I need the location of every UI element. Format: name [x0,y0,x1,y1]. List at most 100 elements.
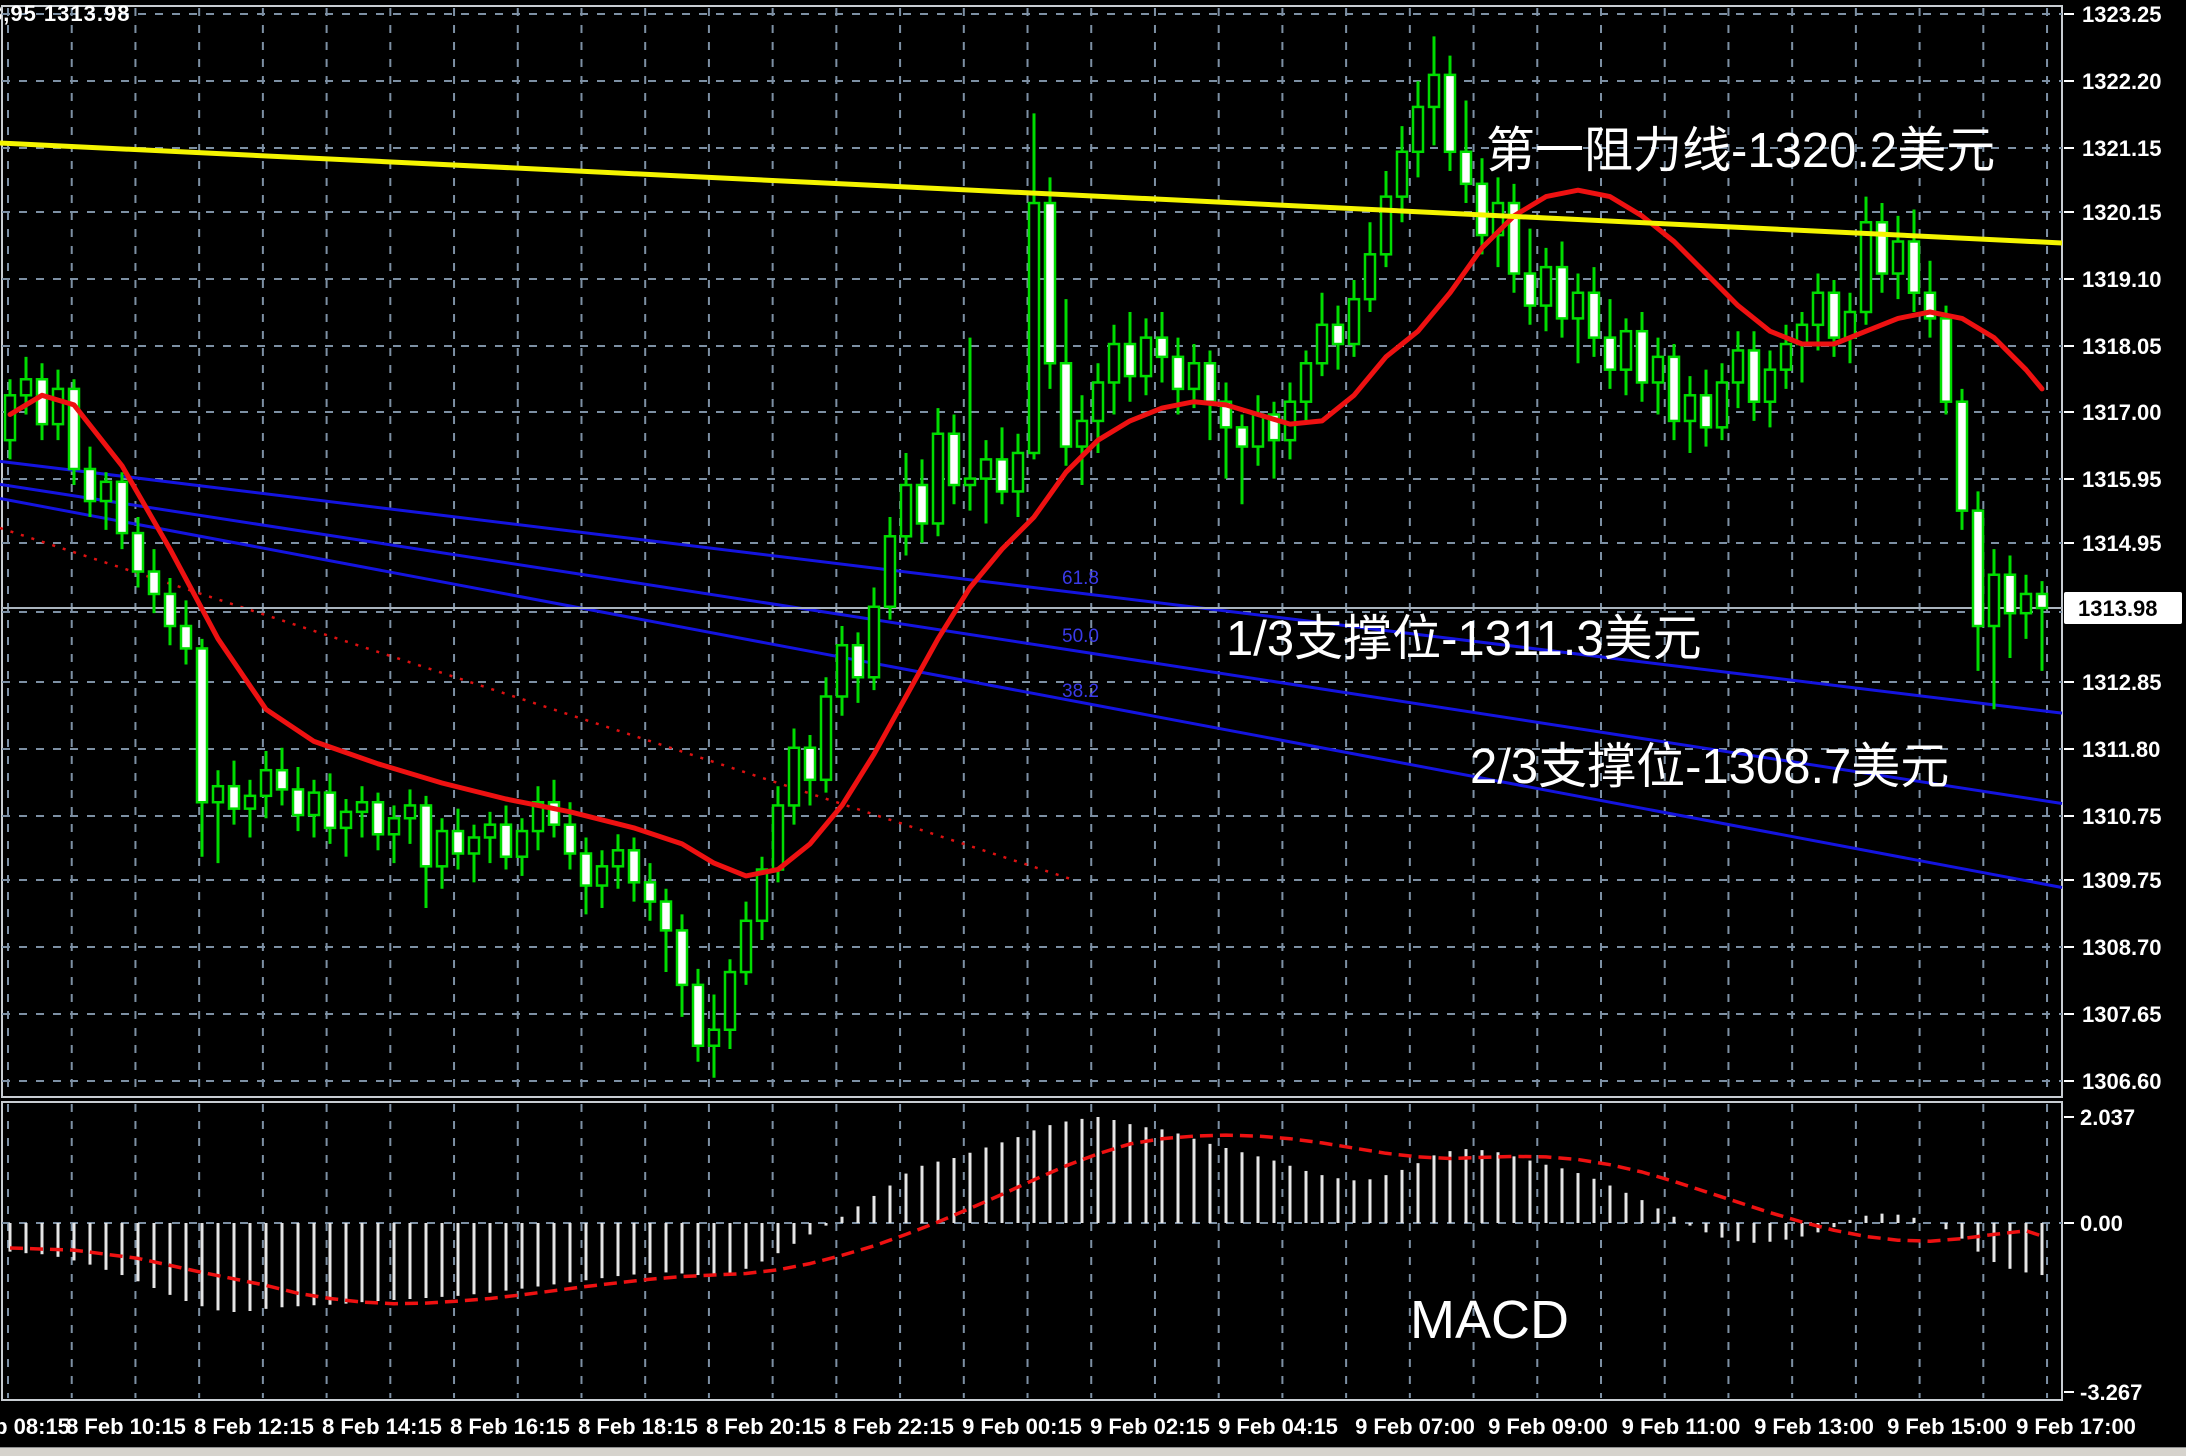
candle-body [1155,336,1169,359]
candle-body [1075,419,1089,448]
fib-level-label: 38.2 [1062,681,1099,702]
candle-body [1139,336,1153,378]
candle-body [355,800,369,814]
candle-body [227,784,241,810]
fib-fan-line [0,482,2063,805]
candle-body [1219,400,1233,429]
macd-tick-label: 2.037 [2080,1105,2135,1130]
candle-body [387,817,401,836]
candle-body [1955,400,1969,512]
candle-body [851,643,865,679]
candle-body [1235,426,1249,448]
fib-level-label: 50.0 [1062,626,1099,647]
candle-body [419,804,433,868]
candle-body [259,768,273,798]
fib-level-label: 61.8 [1062,568,1099,589]
candle-body [179,624,193,650]
candle-body [211,784,225,804]
candle-body [1971,509,1985,628]
candle-body [1539,265,1553,307]
candle-body [723,970,737,1031]
candle-body [1203,362,1217,403]
candle-body [691,983,705,1048]
price-tick-label: 1309.75 [2082,868,2162,893]
resistance-annotation: 第一阻力线-1320.2美元 [1486,124,1996,178]
candle-body [291,788,305,817]
candle-body [195,647,209,804]
time-axis-label: 9 Feb 00:15 [962,1414,1082,1439]
candle-body [947,432,961,487]
price-tick-label: 1308.70 [2082,935,2162,960]
price-tick-label: 1311.80 [2082,737,2160,762]
price-tick-label: 1320.15 [2082,200,2162,225]
horizontal-scrollbar[interactable] [0,1447,2186,1456]
candle-body [1731,349,1745,384]
candle-body [563,823,577,855]
candle-body [1587,291,1601,339]
time-axis-label: 9 Feb 07:00 [1355,1414,1475,1439]
candle-body [19,378,33,397]
time-axis-label: 8 Feb 18:15 [578,1414,698,1439]
symbol-price-info: 3,95 1313.98 [0,1,131,26]
time-axis-label: 9 Feb 15:00 [1887,1414,2007,1439]
macd-pane-border [1,1101,2063,1401]
candle-body [771,804,785,871]
main-pane-border [1,5,2063,1098]
candle-body [915,483,929,525]
candle-body [99,480,113,503]
candle-body [147,570,161,596]
candle-body [1107,342,1121,384]
candle-body [1507,201,1521,275]
candle-body [547,800,561,826]
candle-body [1027,201,1041,455]
candle-body [1891,240,1905,275]
candle-body [1379,195,1393,256]
candle-body [163,592,177,628]
candle-body [483,823,497,839]
fib-fan-line [0,459,2063,715]
time-axis-label: 8 Feb 10:15 [66,1414,186,1439]
candle-body [627,849,641,884]
candle-body [1091,381,1105,423]
candle-body [531,800,545,833]
time-axis-label: 9 Feb 11:00 [1622,1414,1741,1439]
candle-body [1779,342,1793,371]
price-tick-label: 1318.05 [2082,334,2162,359]
time-axis-label: 9 Feb 17:00 [2016,1414,2136,1439]
candle-body [1171,355,1185,391]
candle-body [323,791,337,830]
candle-body [1763,368,1777,403]
price-tick-label: 1310.75 [2082,804,2162,829]
candle-body [467,836,481,855]
time-axis-label: 9 Feb 13:00 [1754,1414,1874,1439]
current-price-box [2064,592,2182,624]
candle-body [2019,592,2033,615]
candle-body [1443,73,1457,154]
time-axis-label: 8 Feb 22:15 [834,1414,954,1439]
candle-body [371,800,385,836]
candle-body [1395,150,1409,198]
candle-body [931,432,945,525]
candle-body [275,768,289,791]
candle-body [1043,201,1057,365]
price-tick-label: 1317.00 [2082,400,2162,425]
price-tick-label: 1323.25 [2082,2,2162,27]
time-axis-label: 9 Feb 04:15 [1218,1414,1338,1439]
candle-body [435,829,449,868]
current-price-value: 1313.98 [2078,596,2158,621]
time-axis-label: 9 Feb 09:00 [1488,1414,1608,1439]
candle-body [1571,291,1585,320]
candle-body [1635,329,1649,384]
candle-body [835,643,849,698]
candle-body [2003,573,2017,615]
price-tick-label: 1306.60 [2082,1069,2162,1094]
candle-body [867,605,881,679]
candle-body [1987,573,2001,628]
candle-body [1011,451,1025,493]
candle-body [1827,291,1841,339]
time-axis-label: 8 Feb 20:15 [706,1414,826,1439]
time-axis-label: 8 Feb 08:15 [0,1414,70,1439]
fib-fan-line [0,497,2063,889]
candle-body [115,480,129,535]
